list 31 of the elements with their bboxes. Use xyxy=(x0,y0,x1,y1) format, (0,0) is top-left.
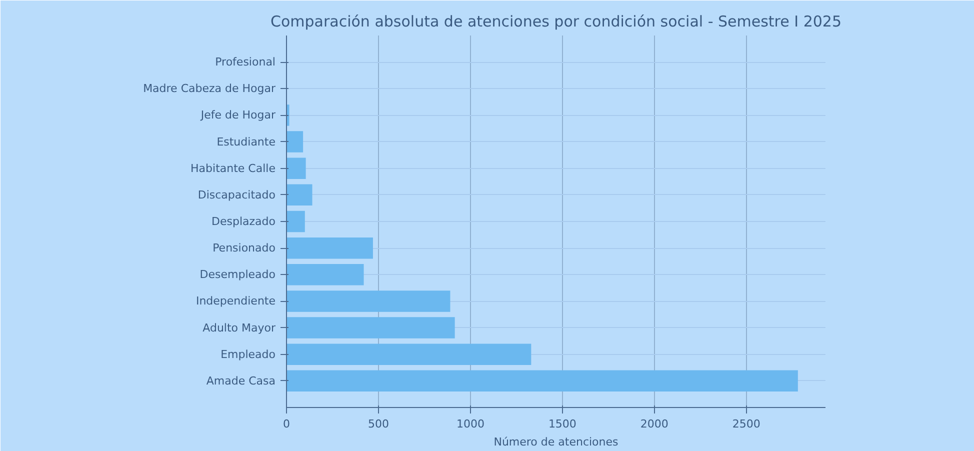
y-tick-label: Discapacitado xyxy=(198,188,276,202)
y-tick-label: Amade Casa xyxy=(206,374,276,388)
bar xyxy=(286,290,450,312)
y-tick-label: Habitante Calle xyxy=(190,162,276,175)
y-tick-label: Empleado xyxy=(220,348,276,361)
y-tick-label: Profesional xyxy=(215,56,276,69)
x-tick-label: 0 xyxy=(283,418,290,430)
bar xyxy=(286,264,364,286)
bar xyxy=(286,210,305,232)
bar xyxy=(286,370,798,392)
y-tick-label: Desplazado xyxy=(212,215,276,228)
y-tick-label: Estudiante xyxy=(216,135,276,148)
y-tick-label: Desempleado xyxy=(200,268,276,282)
y-tick-label: Madre Cabeza de Hogar xyxy=(143,82,276,96)
x-tick-label: 500 xyxy=(368,418,389,430)
y-tick-label: Pensionado xyxy=(212,242,276,255)
y-tick-label: Jefe de Hogar xyxy=(200,108,276,122)
bar xyxy=(286,158,306,179)
x-tick-label: 1000 xyxy=(456,418,484,430)
bar xyxy=(286,237,373,259)
bar xyxy=(286,317,455,338)
x-tick-label: 1500 xyxy=(548,418,576,430)
chart-title: Comparación absoluta de atenciones por condición social - Semestre I 2025 xyxy=(270,12,842,30)
y-tick-label: Independiente xyxy=(196,294,276,308)
x-tick-label: 2000 xyxy=(640,418,668,430)
x-tick-label: 2500 xyxy=(732,418,760,430)
bar xyxy=(286,184,312,206)
y-tick-label: Adulto Mayor xyxy=(202,321,276,334)
bar xyxy=(286,131,304,152)
x-axis-title: Número de atenciones xyxy=(494,436,619,448)
bar xyxy=(286,344,532,365)
